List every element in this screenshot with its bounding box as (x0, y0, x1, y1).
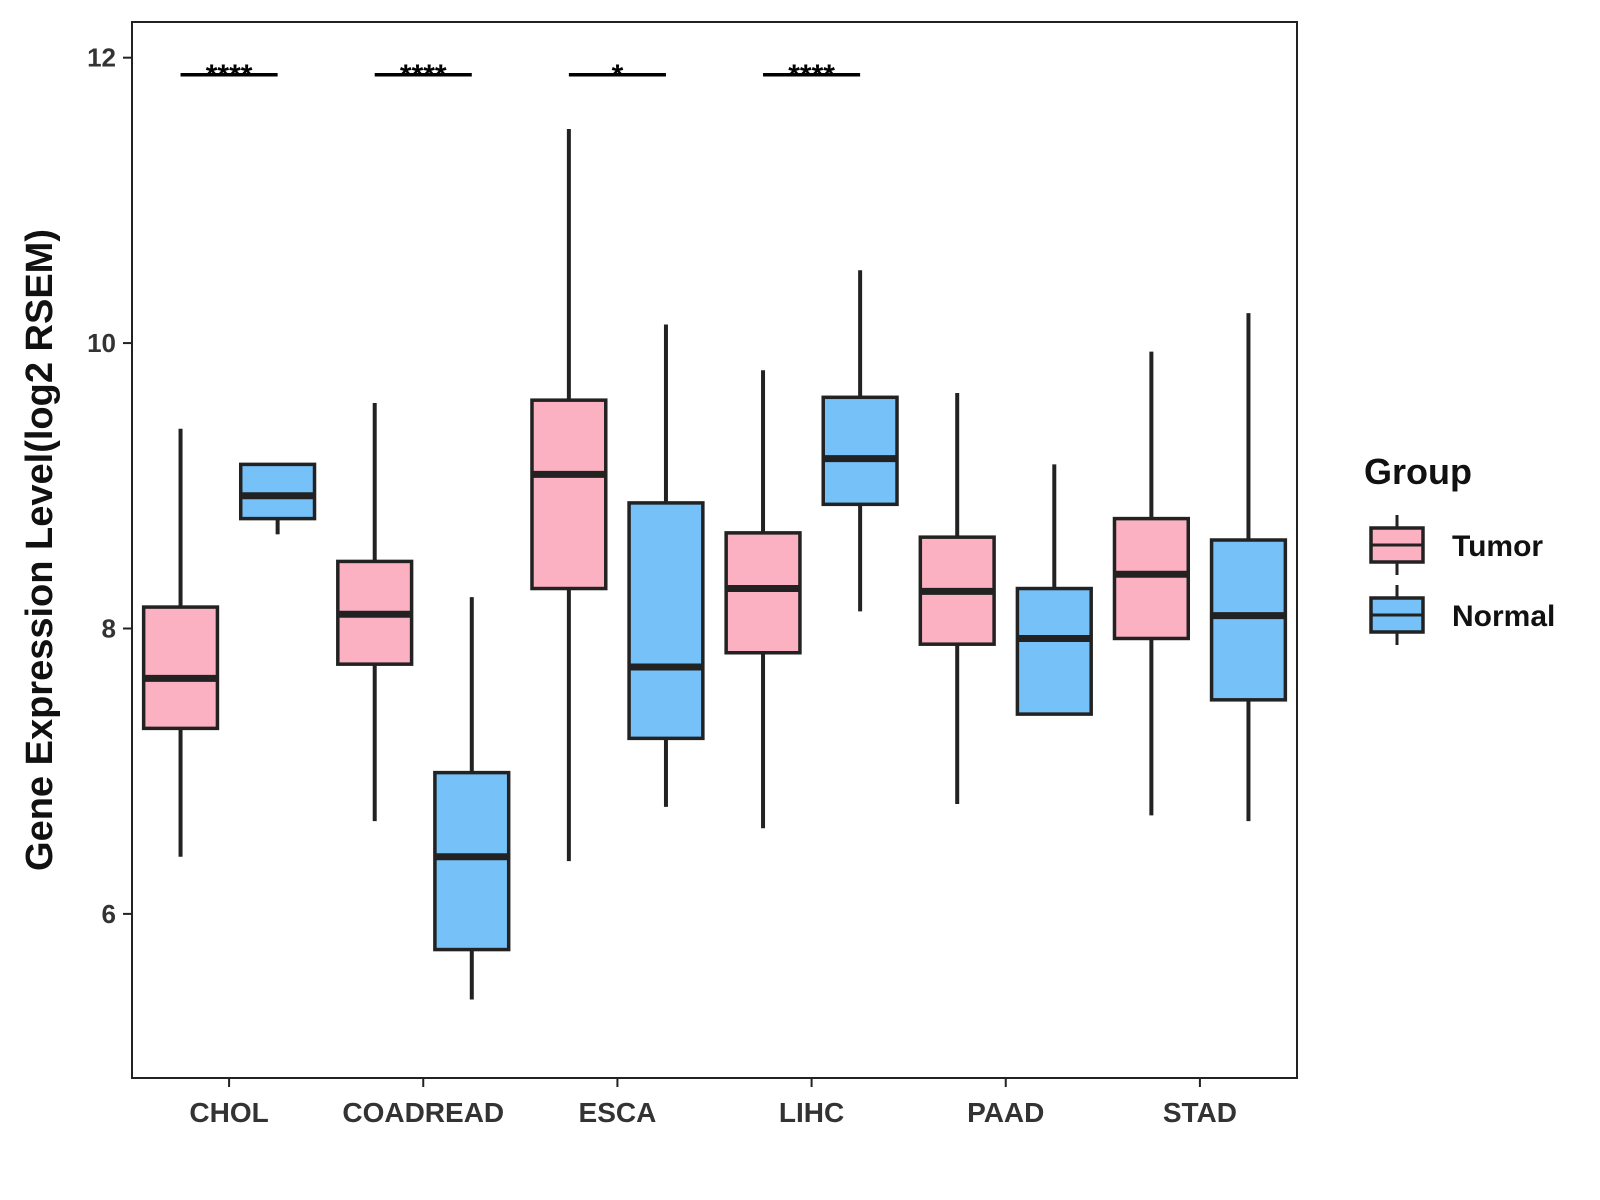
box-tumor-esca (530, 129, 608, 862)
box-tumor-stad (1112, 351, 1191, 816)
x-tick-label: STAD (1163, 1097, 1237, 1128)
box-body (433, 770, 511, 952)
box-body (1112, 516, 1191, 641)
box-body (724, 531, 802, 655)
legend-title: Group (1364, 451, 1472, 492)
box-body (530, 398, 608, 591)
x-tick-label: ESCA (579, 1097, 657, 1128)
box-normal-esca (627, 324, 705, 807)
box-normal-paad (1015, 464, 1093, 716)
box-body (1015, 586, 1093, 716)
y-tick-label: 6 (102, 899, 116, 929)
box-normal-stad (1209, 313, 1288, 822)
significance-annotations: **** **** * **** (180, 59, 861, 92)
y-tick-label: 8 (102, 613, 116, 643)
x-tick-label: PAAD (967, 1097, 1044, 1128)
significance-label: **** (400, 59, 447, 92)
legend-label-tumor: Tumor (1452, 530, 1543, 563)
y-tick-label: 10 (87, 328, 116, 358)
significance-label: **** (788, 59, 835, 92)
box-tumor-lihc (724, 370, 802, 829)
y-tick-label: 12 (87, 43, 116, 73)
box-body (1209, 538, 1288, 702)
box-tumor-coadread (336, 403, 414, 822)
box-normal-chol (238, 462, 317, 535)
plot-panel-border (131, 21, 1298, 1079)
box-body (627, 501, 705, 741)
box-tumor-paad (918, 393, 996, 805)
box-body (141, 605, 220, 731)
y-axis-title: Gene Expression Level(log2 RSEM) (19, 229, 61, 871)
box-body (821, 395, 899, 507)
x-tick-label: LIHC (779, 1097, 844, 1128)
legend-key-tumor (1369, 515, 1425, 575)
y-axis: 6 8 10 12 (87, 43, 132, 929)
legend: Group Tumor Normal (1364, 451, 1555, 645)
box-tumor-chol (141, 428, 220, 857)
box-normal-coadread (433, 597, 511, 1000)
x-tick-label: COADREAD (342, 1097, 504, 1128)
box-normal-lihc (821, 270, 899, 612)
legend-key-normal (1369, 585, 1425, 645)
box-body (238, 462, 317, 521)
x-tick-label: CHOL (189, 1097, 268, 1128)
legend-label-normal: Normal (1452, 600, 1555, 633)
plot-area: **** **** * **** (141, 59, 1288, 1000)
significance-label: * (612, 59, 624, 92)
x-axis: CHOL COADREAD ESCA LIHC PAAD STAD (189, 1078, 1237, 1128)
significance-label: **** (206, 59, 253, 92)
